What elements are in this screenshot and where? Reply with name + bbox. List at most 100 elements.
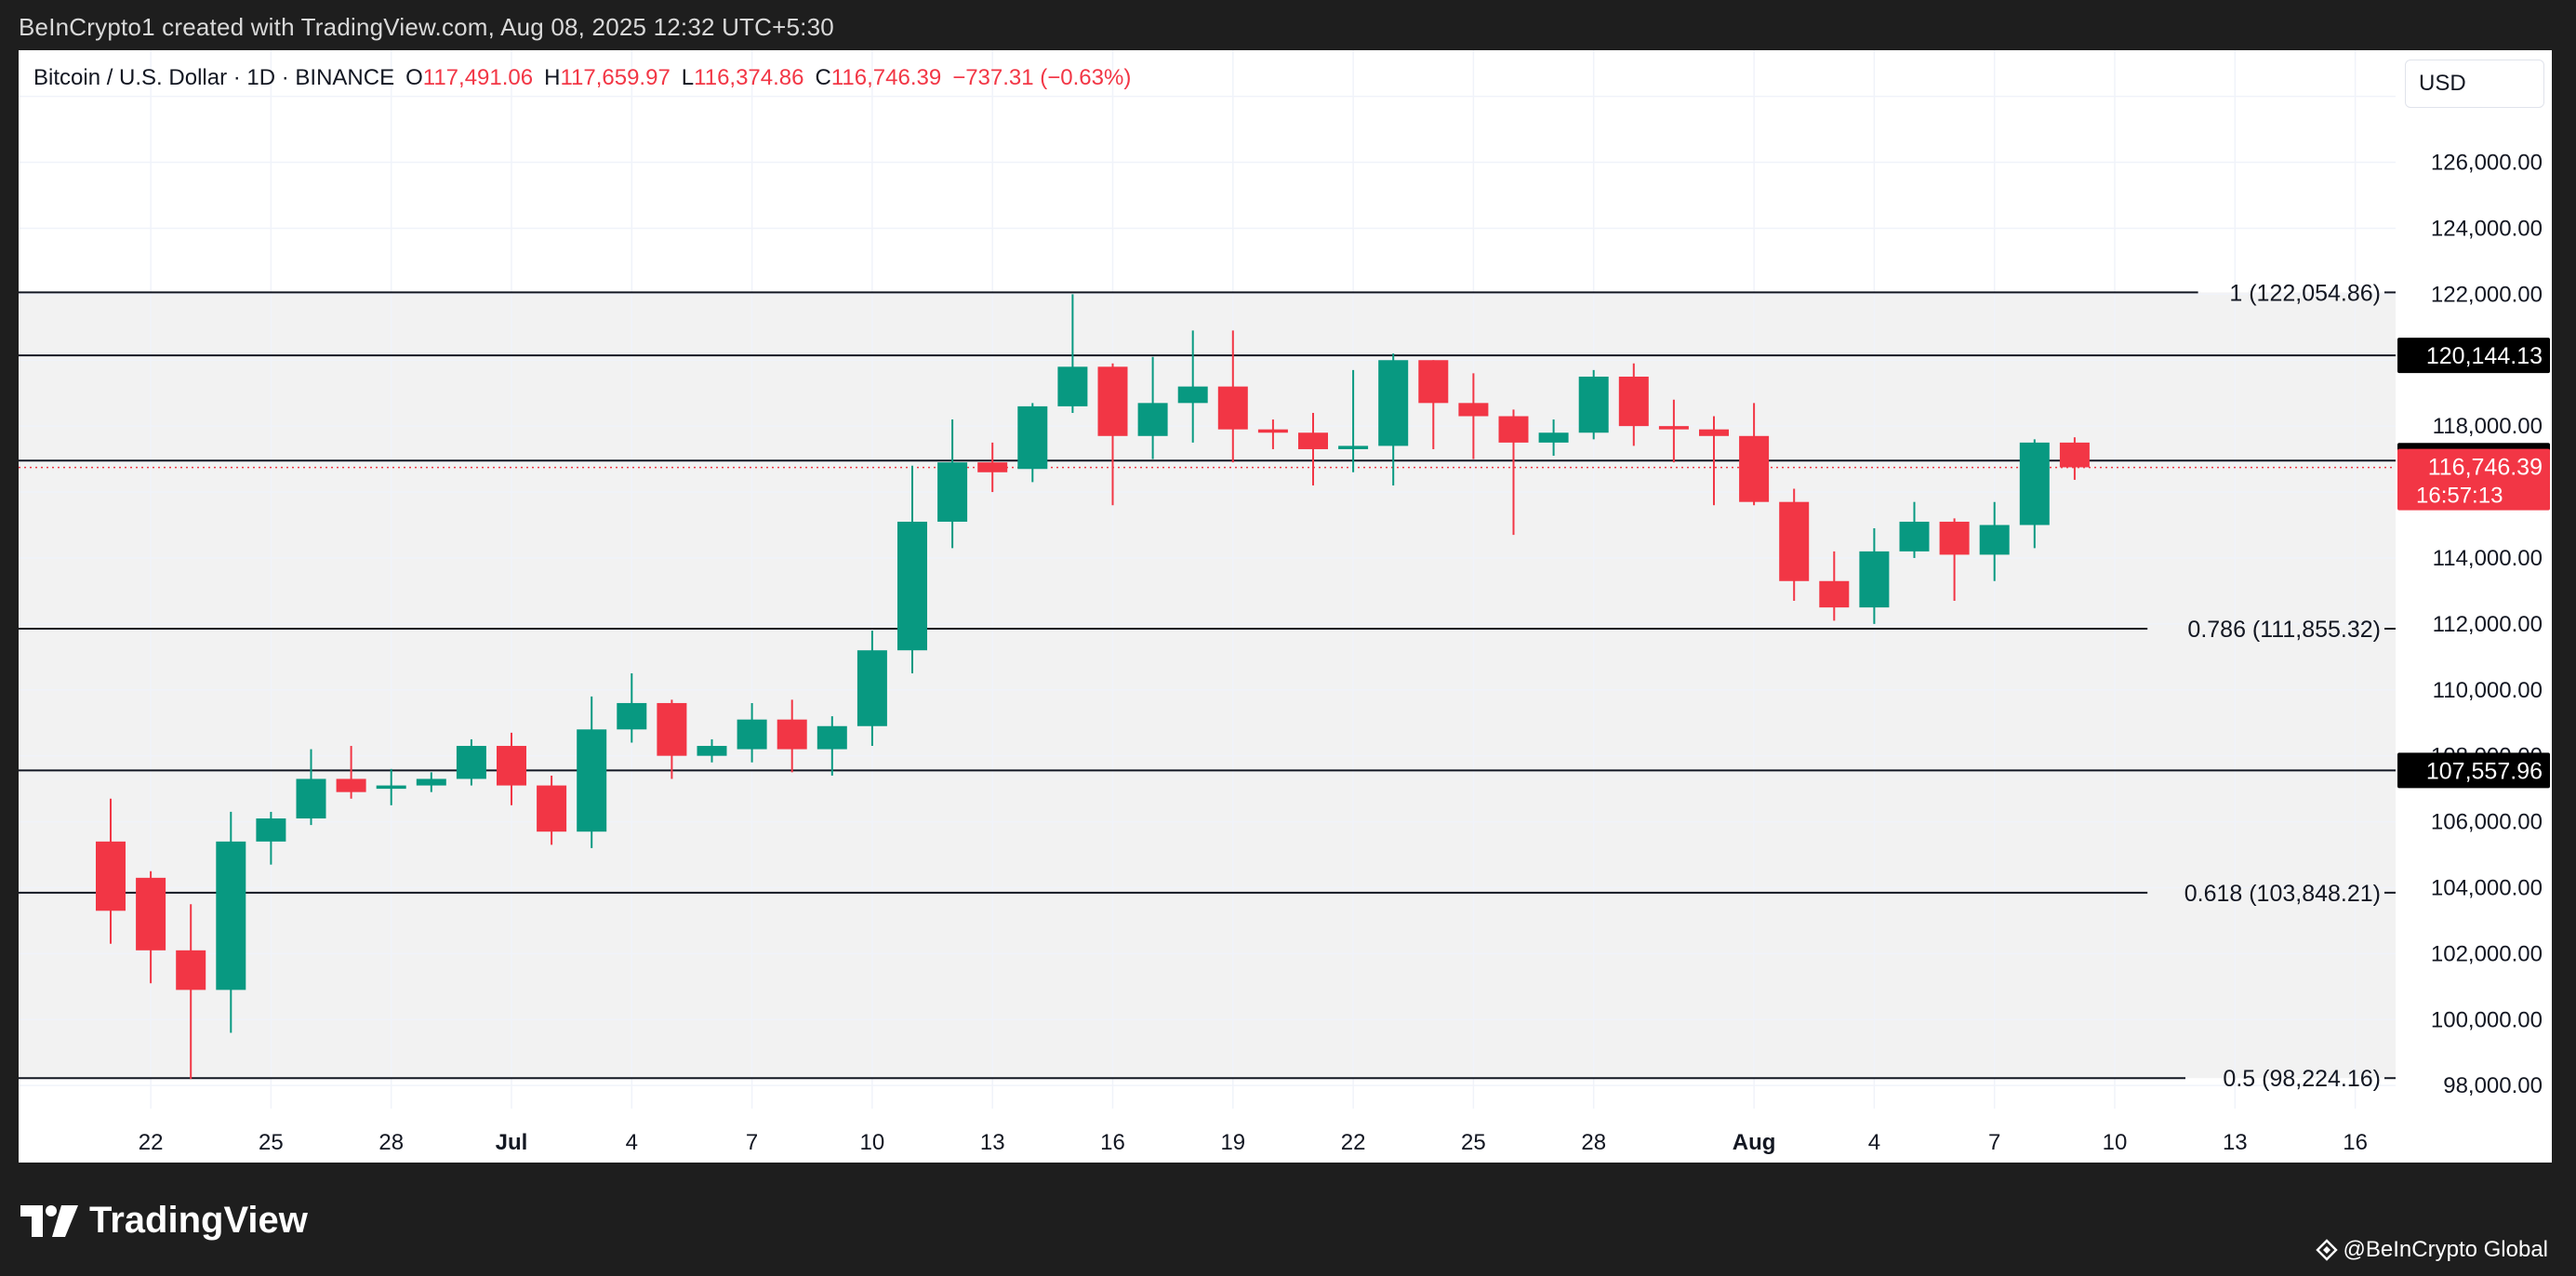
- x-tick-label: 22: [139, 1130, 164, 1155]
- candle: [296, 749, 326, 826]
- y-tick-label: 102,000.00: [2431, 941, 2543, 966]
- candle-body: [456, 746, 486, 779]
- symbol-name: Bitcoin / U.S. Dollar · 1D · BINANCE: [33, 65, 395, 90]
- x-tick-label: 13: [2223, 1130, 2248, 1155]
- candle: [1017, 403, 1048, 483]
- candle-body: [136, 877, 166, 950]
- close-value: 116,746.39: [830, 65, 942, 90]
- price-tag-background: [2397, 338, 2550, 374]
- currency-selector[interactable]: USD: [2405, 60, 2544, 108]
- close-label: C: [815, 65, 831, 90]
- x-tick-label: 10: [860, 1130, 885, 1155]
- current-price-tag-background: [2397, 448, 2550, 511]
- candle-body: [1378, 360, 1409, 446]
- candle: [1217, 330, 1248, 463]
- y-tick-label: 104,000.00: [2431, 875, 2543, 900]
- candle: [1739, 403, 1770, 506]
- high-label: H: [544, 65, 561, 90]
- x-tick-label: 4: [626, 1130, 638, 1155]
- candlestick-chart[interactable]: 98,000.00 100,000.00 102,000.00 104,000.00 1…: [19, 50, 2552, 1163]
- candle-countdown-label: 16:57:13: [2416, 484, 2503, 509]
- candle: [1418, 360, 1449, 449]
- candle: [96, 798, 126, 944]
- candle-body: [856, 650, 887, 726]
- candle: [937, 419, 968, 549]
- candle-body: [1779, 501, 1810, 581]
- diamond-logo-icon: [2315, 1239, 2338, 1261]
- candle-body: [96, 841, 126, 911]
- price-tag-label: 107,557.96: [2426, 758, 2543, 784]
- candle-body: [2059, 442, 2090, 468]
- candle: [657, 699, 687, 779]
- candle-body: [977, 462, 1008, 472]
- candle: [977, 442, 1008, 493]
- candle: [1899, 501, 1930, 558]
- candle: [1498, 409, 1529, 536]
- candle: [1257, 419, 1288, 449]
- price-tag-label: 120,144.13: [2426, 343, 2543, 369]
- candle: [416, 772, 446, 792]
- symbol-legend: Bitcoin / U.S. Dollar · 1D · BINANCE O117…: [33, 65, 1131, 91]
- candle: [376, 768, 406, 805]
- candle-body: [1618, 376, 1649, 427]
- candle-body: [1017, 405, 1048, 470]
- candle: [1578, 369, 1609, 440]
- candle-body: [577, 729, 607, 832]
- candle-body: [817, 725, 847, 750]
- x-tick-label: 28: [378, 1130, 404, 1155]
- low-value: 116,374.86: [694, 65, 804, 90]
- candle-body: [937, 462, 968, 522]
- candle: [176, 904, 206, 1080]
- price-change: −737.31 (−0.63%): [952, 65, 1132, 90]
- candle-body: [1458, 403, 1489, 417]
- candle: [256, 811, 286, 865]
- candle: [1458, 373, 1489, 459]
- candle-body: [1979, 525, 2010, 555]
- candle-body: [657, 702, 687, 756]
- candle: [577, 696, 607, 848]
- candle: [1979, 501, 2010, 581]
- candle: [897, 465, 927, 674]
- candle-body: [1939, 521, 1970, 555]
- candle: [216, 811, 246, 1033]
- tradingview-logo[interactable]: TradingView: [20, 1200, 308, 1242]
- candle-body: [537, 785, 567, 832]
- tradingview-logo-icon: [20, 1204, 78, 1237]
- candle-body: [336, 778, 366, 792]
- y-tick-label: 100,000.00: [2431, 1007, 2543, 1032]
- candle: [617, 673, 647, 743]
- tradingview-logo-text: TradingView: [89, 1200, 308, 1241]
- candle: [1338, 369, 1369, 472]
- candle-body: [256, 818, 286, 842]
- candle-body: [1658, 426, 1689, 430]
- x-tick-label: 25: [1461, 1130, 1486, 1155]
- candle: [697, 738, 727, 763]
- x-tick-label: Jul: [496, 1130, 528, 1155]
- open-label: O: [405, 65, 423, 90]
- candle-body: [1538, 432, 1569, 443]
- candle-body: [216, 841, 246, 990]
- candle-body: [1298, 432, 1328, 449]
- candle-body: [1057, 366, 1088, 406]
- candle-body: [1217, 386, 1248, 430]
- candle-body: [1338, 445, 1369, 449]
- candle: [777, 699, 807, 773]
- candle: [1298, 412, 1328, 485]
- candle: [1658, 399, 1689, 463]
- candle-body: [1819, 580, 1850, 608]
- candle-body: [1739, 435, 1770, 502]
- candle: [136, 871, 166, 984]
- y-tick-label: 110,000.00: [2433, 678, 2543, 703]
- y-tick-label: 118,000.00: [2433, 414, 2543, 439]
- y-tick-label: 122,000.00: [2431, 282, 2543, 307]
- chart-panel[interactable]: 98,000.00 100,000.00 102,000.00 104,000.00 1…: [19, 50, 2552, 1163]
- candle: [336, 746, 366, 799]
- candle-body: [1177, 386, 1208, 404]
- candle: [1177, 330, 1208, 443]
- candle-body: [376, 785, 406, 790]
- x-tick-label: 16: [1100, 1130, 1125, 1155]
- candle-body: [1859, 551, 1890, 608]
- credit-text: @BeInCrypto Global: [2343, 1237, 2548, 1262]
- candle-body: [897, 521, 927, 651]
- candle-body: [1699, 429, 1729, 436]
